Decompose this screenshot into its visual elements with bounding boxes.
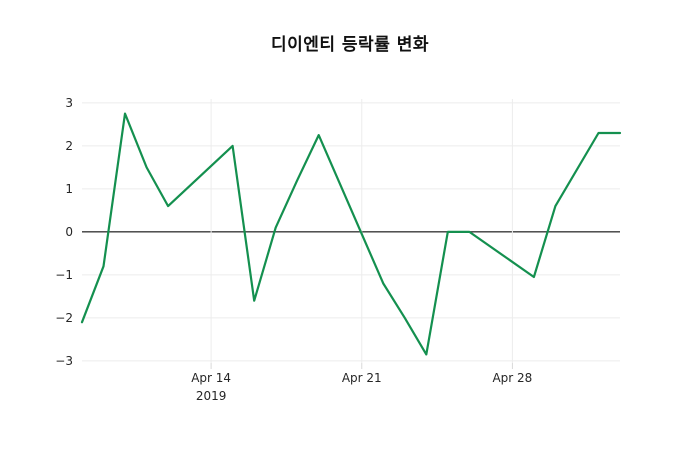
y-tick-label: −1: [55, 268, 73, 282]
y-tick-label: 1: [65, 182, 73, 196]
y-tick-label: 2: [65, 139, 73, 153]
x-tick-label: Apr 28: [492, 371, 532, 385]
y-tick-label: −2: [55, 311, 73, 325]
price-change-line: [80, 112, 622, 356]
x-tick-label: Apr 14: [191, 371, 231, 385]
x-tick-year-label: 2019: [196, 389, 227, 403]
series-layer: [80, 112, 622, 356]
y-tick-label: 0: [65, 225, 73, 239]
gridlines-layer: [82, 99, 620, 369]
y-tick-label: −3: [55, 354, 73, 368]
chart-title: 디이엔티 등락률 변화: [270, 35, 430, 55]
axis-labels-layer: 3 2 1 0 −1 −2 −3 Apr 14 2019 Apr 21 Apr 28: [55, 96, 532, 403]
y-tick-label: 3: [65, 96, 73, 110]
x-tick-label: Apr 21: [342, 371, 382, 385]
